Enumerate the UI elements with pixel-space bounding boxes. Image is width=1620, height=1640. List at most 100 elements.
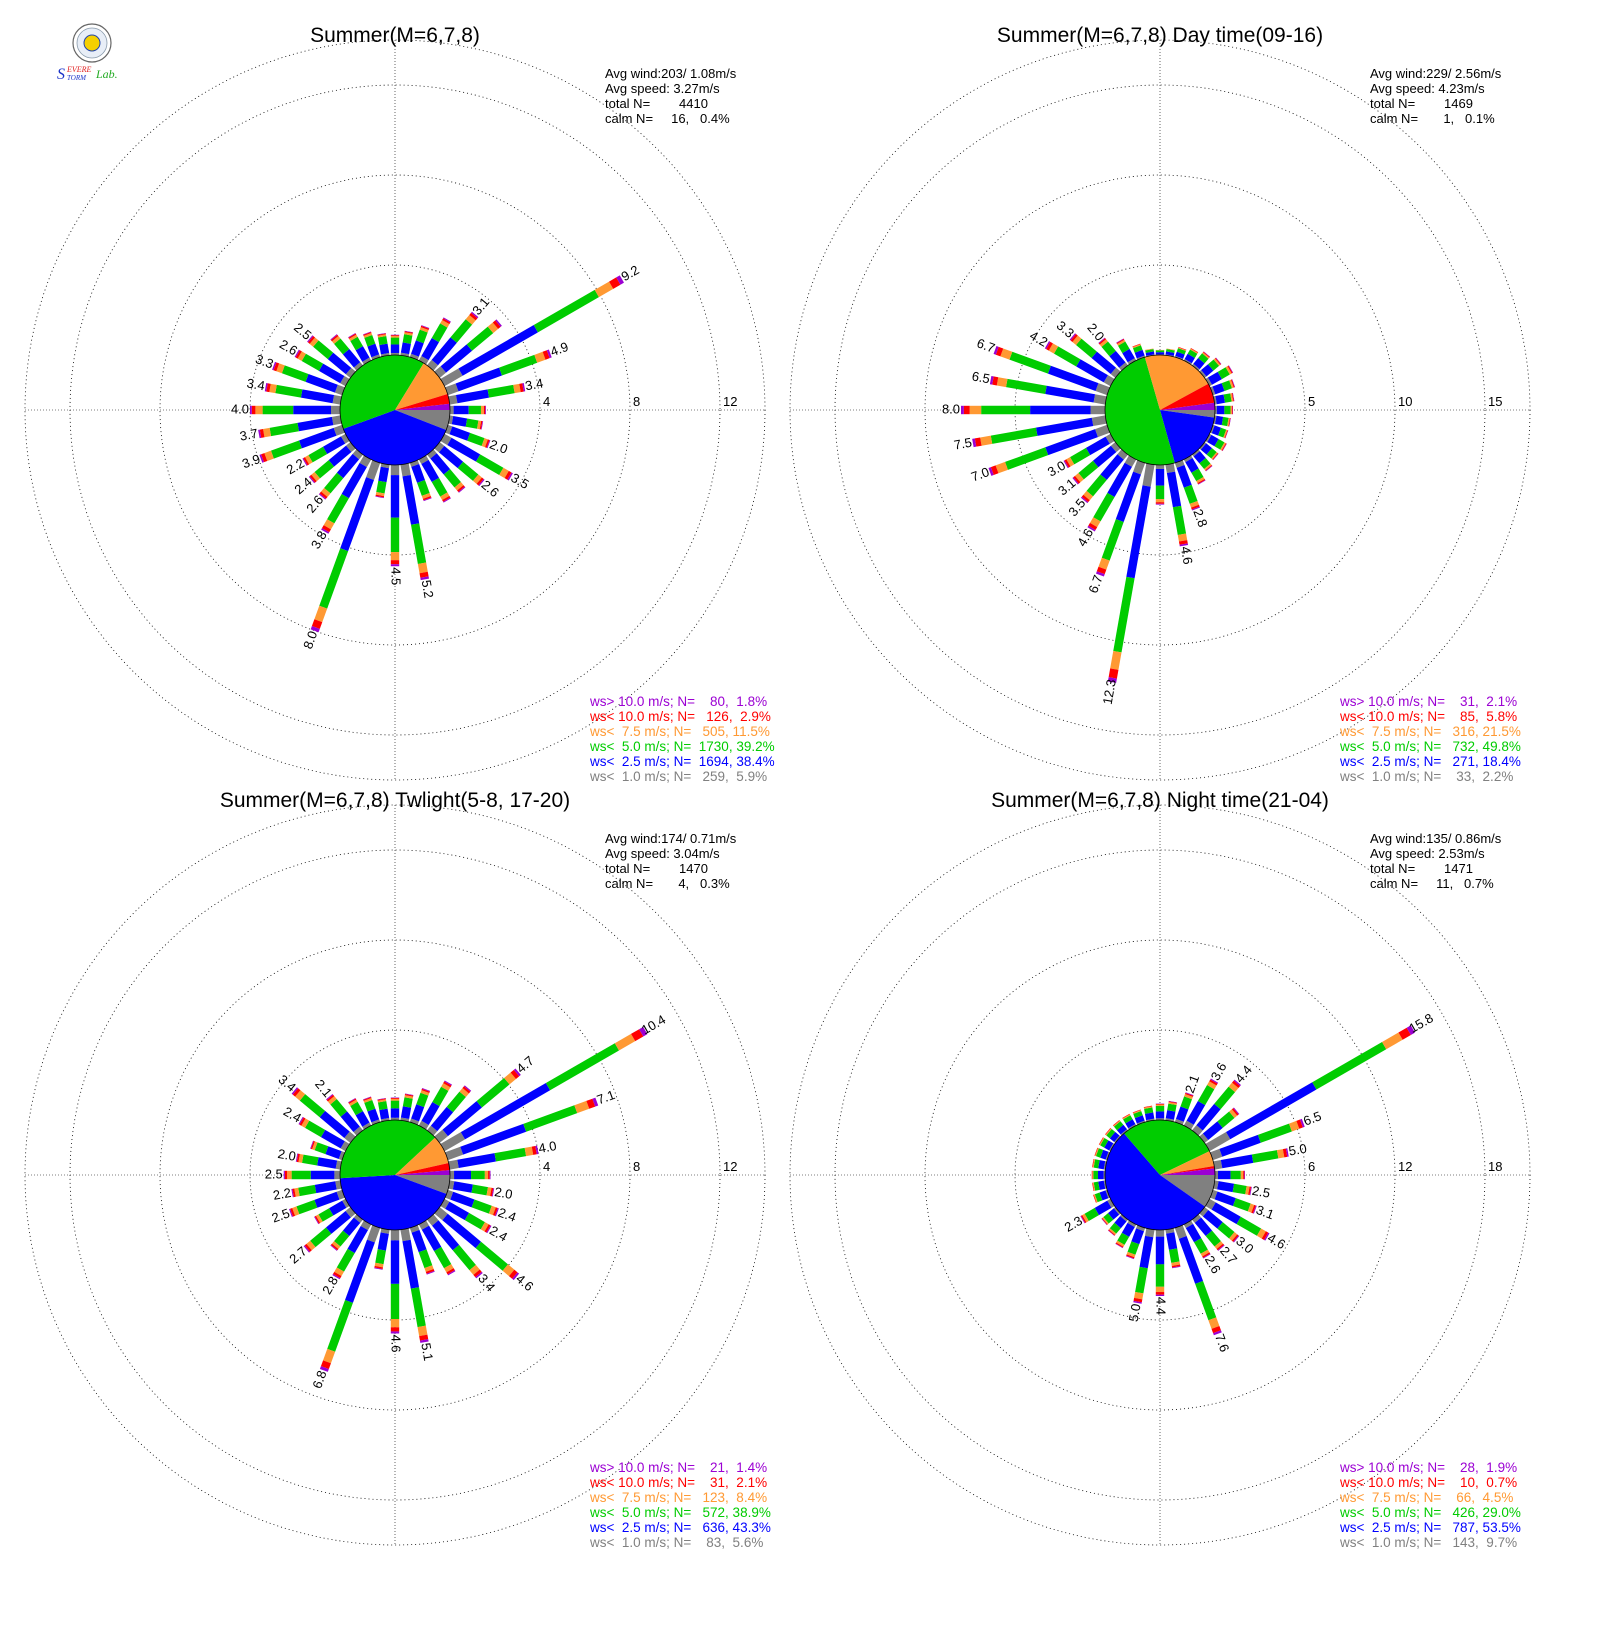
spoke-segment bbox=[310, 1170, 335, 1180]
spoke-segment bbox=[410, 1287, 426, 1328]
spoke-segment bbox=[311, 619, 323, 629]
spoke-segment bbox=[374, 1267, 383, 1270]
spoke: 4.5 bbox=[389, 465, 404, 585]
spoke-segment bbox=[974, 437, 982, 447]
spoke bbox=[1132, 1109, 1146, 1125]
stats-line: total N= 4410 bbox=[605, 96, 708, 111]
spoke-segment bbox=[1126, 485, 1151, 579]
spoke-segment bbox=[1098, 1160, 1106, 1170]
spoke-segment bbox=[1261, 1231, 1269, 1240]
spoke-segment bbox=[1093, 1170, 1098, 1180]
spoke-segment bbox=[481, 421, 484, 430]
spoke-segment bbox=[1155, 1294, 1165, 1296]
spoke bbox=[418, 1220, 456, 1276]
spoke-segment bbox=[990, 465, 999, 475]
pie-outline bbox=[1104, 1119, 1216, 1231]
spoke-segment bbox=[334, 1267, 345, 1277]
spoke-segment bbox=[1232, 1198, 1251, 1212]
spoke-segment bbox=[1101, 1218, 1108, 1226]
spoke-segment bbox=[483, 405, 486, 415]
spoke-segment bbox=[440, 368, 463, 387]
spoke-segment bbox=[331, 415, 342, 426]
spoke-segment bbox=[1072, 477, 1079, 485]
spoke-segment bbox=[263, 427, 272, 438]
spoke-segment bbox=[307, 335, 316, 344]
logo-storm: TORM bbox=[67, 74, 87, 82]
legend-entry: ws< 5.0 m/s; N= 1730, 39.2% bbox=[589, 739, 775, 754]
grid-ring bbox=[924, 174, 1396, 646]
spoke-segment bbox=[1094, 1192, 1103, 1203]
legend-entry: ws< 5.0 m/s; N= 572, 38.9% bbox=[589, 1505, 771, 1520]
ring-tick-label: 12 bbox=[723, 394, 737, 409]
spoke-segment bbox=[297, 416, 334, 432]
spoke-segment bbox=[422, 496, 432, 501]
spoke-segment bbox=[1115, 1243, 1123, 1249]
spoke-segment bbox=[972, 438, 977, 448]
spoke-segment bbox=[447, 1270, 456, 1276]
pie-slice bbox=[395, 393, 450, 410]
spoke-segment bbox=[318, 363, 345, 384]
spoke-segment bbox=[1110, 442, 1121, 453]
spoke-segment bbox=[484, 1170, 489, 1180]
spoke-segment bbox=[353, 1214, 363, 1223]
spoke-segment bbox=[1132, 1109, 1142, 1114]
spoke-segment bbox=[1107, 462, 1132, 498]
spoke-segment bbox=[1116, 338, 1125, 344]
spoke bbox=[348, 332, 372, 365]
spoke-segment bbox=[1142, 463, 1155, 487]
spoke-segment bbox=[276, 363, 285, 374]
spoke bbox=[1155, 1103, 1165, 1120]
spoke-segment bbox=[1172, 505, 1187, 536]
spoke-segment bbox=[423, 497, 432, 502]
spoke-segment bbox=[330, 1243, 339, 1251]
spoke bbox=[1205, 365, 1234, 387]
spoke-segment bbox=[499, 354, 538, 376]
spoke-value-label: 10.4 bbox=[639, 1012, 668, 1038]
spoke-segment bbox=[476, 1077, 510, 1108]
spoke-segment bbox=[367, 343, 380, 358]
spoke-segment bbox=[292, 1188, 296, 1198]
spoke-segment bbox=[411, 464, 425, 483]
spoke-segment bbox=[329, 1200, 347, 1216]
spoke-segment bbox=[1155, 1264, 1165, 1287]
spoke-segment bbox=[1119, 362, 1128, 371]
spoke-segment bbox=[524, 1146, 534, 1157]
spoke bbox=[1213, 415, 1231, 427]
spoke-segment bbox=[455, 389, 490, 404]
spoke-value-label: 5.0 bbox=[1287, 1141, 1307, 1159]
spoke-segment bbox=[1006, 378, 1047, 395]
spoke bbox=[1132, 343, 1146, 360]
spoke-segment bbox=[1185, 1092, 1194, 1096]
spoke-segment bbox=[1171, 1264, 1181, 1268]
spoke bbox=[1213, 392, 1235, 405]
spoke-segment bbox=[1113, 576, 1135, 653]
legend-entry: ws< 10.0 m/s; N= 31, 2.1% bbox=[589, 1475, 767, 1490]
spoke: 7.1 bbox=[445, 1087, 617, 1161]
spoke-segment bbox=[1191, 468, 1204, 482]
spoke-segment bbox=[1171, 1261, 1181, 1266]
spoke-segment bbox=[340, 375, 350, 387]
spoke-segment bbox=[444, 1080, 453, 1086]
spoke-segment bbox=[1183, 1120, 1194, 1130]
spoke-segment bbox=[264, 450, 274, 461]
spoke-segment bbox=[275, 384, 303, 398]
spoke-segment bbox=[1136, 1225, 1146, 1232]
legend-entry: ws> 10.0 m/s; N= 28, 1.9% bbox=[1339, 1460, 1517, 1475]
spoke-segment bbox=[1155, 1105, 1165, 1112]
spoke-segment bbox=[319, 1110, 350, 1138]
spoke bbox=[1155, 465, 1165, 505]
spoke-value-label: 5.0 bbox=[1126, 1302, 1144, 1322]
spoke-segment bbox=[457, 461, 479, 481]
spoke-segment bbox=[457, 485, 465, 492]
spoke-value-label: 4.0 bbox=[231, 401, 249, 416]
spoke-segment bbox=[1136, 355, 1146, 360]
spoke-segment bbox=[283, 1170, 285, 1180]
spoke-segment bbox=[1131, 1228, 1145, 1245]
spoke-segment bbox=[1165, 351, 1175, 356]
legend-entry: ws< 7.5 m/s; N= 66, 4.5% bbox=[1339, 1490, 1513, 1505]
spoke-segment bbox=[421, 1101, 440, 1125]
spoke-segment bbox=[311, 471, 320, 482]
spoke-segment bbox=[990, 427, 1038, 444]
spoke-segment bbox=[1225, 366, 1232, 375]
spoke-value-label: 8.0 bbox=[942, 401, 960, 416]
